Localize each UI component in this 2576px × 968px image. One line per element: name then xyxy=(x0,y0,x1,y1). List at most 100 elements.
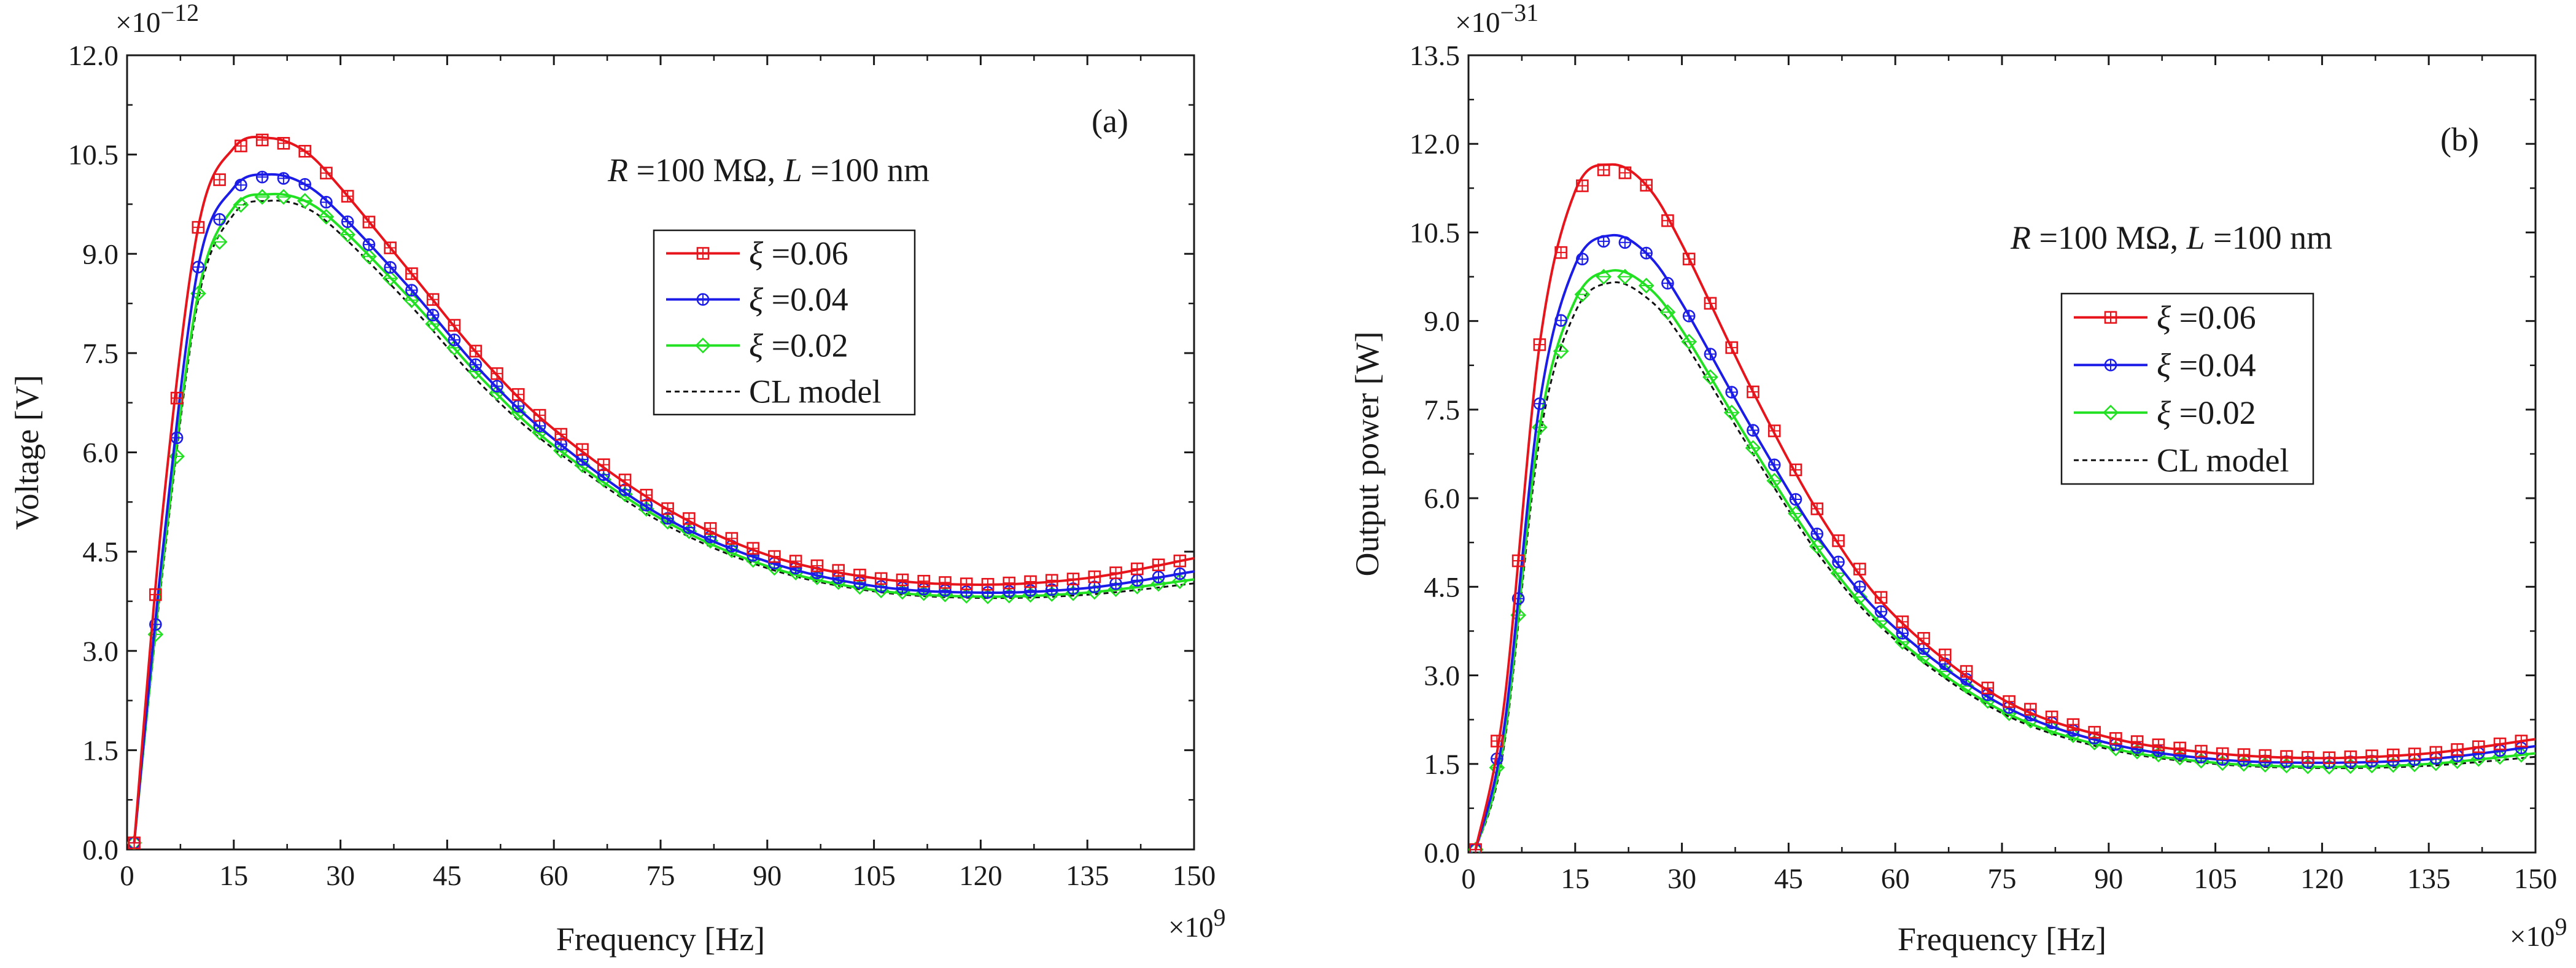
x-tick-label: 135 xyxy=(2407,863,2451,895)
parameter-annotation: R =100 MΩ, L =100 nm xyxy=(607,152,929,189)
x-tick-label: 45 xyxy=(1774,863,1803,895)
y-tick-label: 3.0 xyxy=(1424,660,1460,692)
y-tick-label: 0.0 xyxy=(1424,837,1460,869)
legend-box xyxy=(653,229,916,416)
series-point xyxy=(2513,746,2529,763)
legend-label-3: CL model xyxy=(2157,442,2289,478)
y-tick-label: 9.0 xyxy=(82,238,118,270)
annotation-r-text: =100 MΩ, xyxy=(2031,219,2187,256)
legend-var: ξ xyxy=(749,235,764,272)
series-1 xyxy=(128,170,1194,849)
x-multiplier-base: ×10 xyxy=(1168,911,1214,943)
legend-label-2: ξ =0.02 xyxy=(2157,394,2256,431)
series-point xyxy=(339,227,356,243)
series-point xyxy=(1723,404,1740,421)
series-0 xyxy=(128,133,1194,849)
legend-marker-2 xyxy=(2103,404,2119,421)
series-point xyxy=(1532,419,1548,435)
y-multiplier-exponent: −31 xyxy=(1500,0,1539,26)
x-tick-label: 0 xyxy=(120,860,134,892)
legend-text: =0.04 xyxy=(763,281,848,318)
legend-text: =0.04 xyxy=(2171,346,2256,383)
x-tick-label: 60 xyxy=(1881,863,1910,895)
series-point xyxy=(254,189,270,205)
x-tick-label: 105 xyxy=(852,860,896,892)
series-point xyxy=(382,270,398,286)
chart-panel-a: 0 15 30 45 60 75 90 105 120 135 150 0.0 1.5 3.0 4.5 6.0… xyxy=(9,0,1226,958)
series-point xyxy=(318,209,335,225)
x-tick-label: 90 xyxy=(753,860,782,892)
x-tick-label: 135 xyxy=(1066,860,1109,892)
legend-label-1: ξ =0.04 xyxy=(749,281,848,318)
series-point xyxy=(1150,576,1166,592)
y-multiplier-exponent: −12 xyxy=(161,0,200,26)
series-point xyxy=(1702,369,1718,385)
x-tick-label: 120 xyxy=(959,860,1003,892)
series-point xyxy=(403,292,420,308)
y-axis-multiplier: ×10−12 xyxy=(115,0,199,39)
x-tick-label: 30 xyxy=(1667,863,1696,895)
series-point xyxy=(361,248,377,265)
annotation-r-var: R xyxy=(2010,219,2031,256)
x-axis-multiplier: ×109 xyxy=(1168,904,1226,943)
series-point xyxy=(1745,440,1761,456)
x-tick-label: 75 xyxy=(1988,863,2017,895)
y-tick-label: 10.5 xyxy=(68,139,118,171)
panel-label: (a) xyxy=(1092,103,1128,139)
y-tick-label: 7.5 xyxy=(1424,394,1460,426)
y-tick-label: 1.5 xyxy=(1424,749,1460,781)
y-tick-label: 3.0 xyxy=(82,636,118,668)
legend-text: =0.06 xyxy=(763,235,848,272)
series-point xyxy=(1766,472,1783,489)
x-tick-label: 75 xyxy=(646,860,675,892)
y-axis-multiplier: ×10−31 xyxy=(1455,0,1538,39)
chart-panel-b: 0 15 30 45 60 75 90 105 120 135 150 0.0 1.5 3.0 4.5 6.0… xyxy=(1349,0,2567,958)
y-tick-label: 12.0 xyxy=(1410,128,1460,160)
parameter-annotation: R =100 MΩ, L =100 nm xyxy=(2010,219,2332,256)
series-point xyxy=(1852,589,1868,605)
series-point xyxy=(1809,538,1825,555)
y-tick-label: 6.0 xyxy=(82,437,118,469)
legend-var: ξ xyxy=(2157,299,2171,336)
series-point xyxy=(297,193,313,209)
x-multiplier-base: ×10 xyxy=(2510,921,2555,953)
y-tick-label: 4.5 xyxy=(82,536,118,568)
legend-text: CL model xyxy=(2157,442,2289,478)
series-line xyxy=(133,136,1194,843)
x-axis-multiplier: ×109 xyxy=(2510,913,2567,953)
annotation-l-text: =100 nm xyxy=(2205,219,2332,256)
x-tick-label: 15 xyxy=(219,860,248,892)
legend-var: ξ xyxy=(749,281,764,318)
series-line xyxy=(1474,163,2535,850)
legend-label-2: ξ =0.02 xyxy=(749,327,848,364)
x-tick-label: 120 xyxy=(2300,863,2344,895)
panel-label: (b) xyxy=(2440,121,2479,158)
y-multiplier-base: ×10 xyxy=(1455,7,1500,39)
series-0 xyxy=(1469,163,2535,853)
annotation-r-text: =100 MΩ, xyxy=(628,152,784,189)
x-tick-label: 45 xyxy=(433,860,462,892)
y-multiplier-base: ×10 xyxy=(115,7,161,39)
legend-var: ξ xyxy=(2157,394,2171,431)
legend-var: ξ xyxy=(749,327,764,364)
x-tick-label: 150 xyxy=(1173,860,1216,892)
series-point xyxy=(1958,678,1974,695)
x-multiplier-exponent: 9 xyxy=(1214,904,1226,931)
y-tick-label: 9.0 xyxy=(1424,306,1460,338)
series-point xyxy=(1659,304,1676,321)
series-point xyxy=(211,234,228,250)
x-tick-label: 150 xyxy=(2514,863,2558,895)
legend-label-0: ξ =0.06 xyxy=(2157,299,2256,336)
series-point xyxy=(233,197,249,213)
annotation-l-var: L xyxy=(783,152,802,189)
y-tick-label: 6.0 xyxy=(1424,483,1460,515)
annotation-l-var: L xyxy=(2186,219,2205,256)
series-point xyxy=(1937,663,1953,679)
series-2 xyxy=(1468,268,2535,853)
x-tick-label: 60 xyxy=(540,860,568,892)
annotation-r-var: R xyxy=(607,152,628,189)
legend-label-0: ξ =0.06 xyxy=(749,235,848,272)
legend-marker-2 xyxy=(695,337,711,354)
